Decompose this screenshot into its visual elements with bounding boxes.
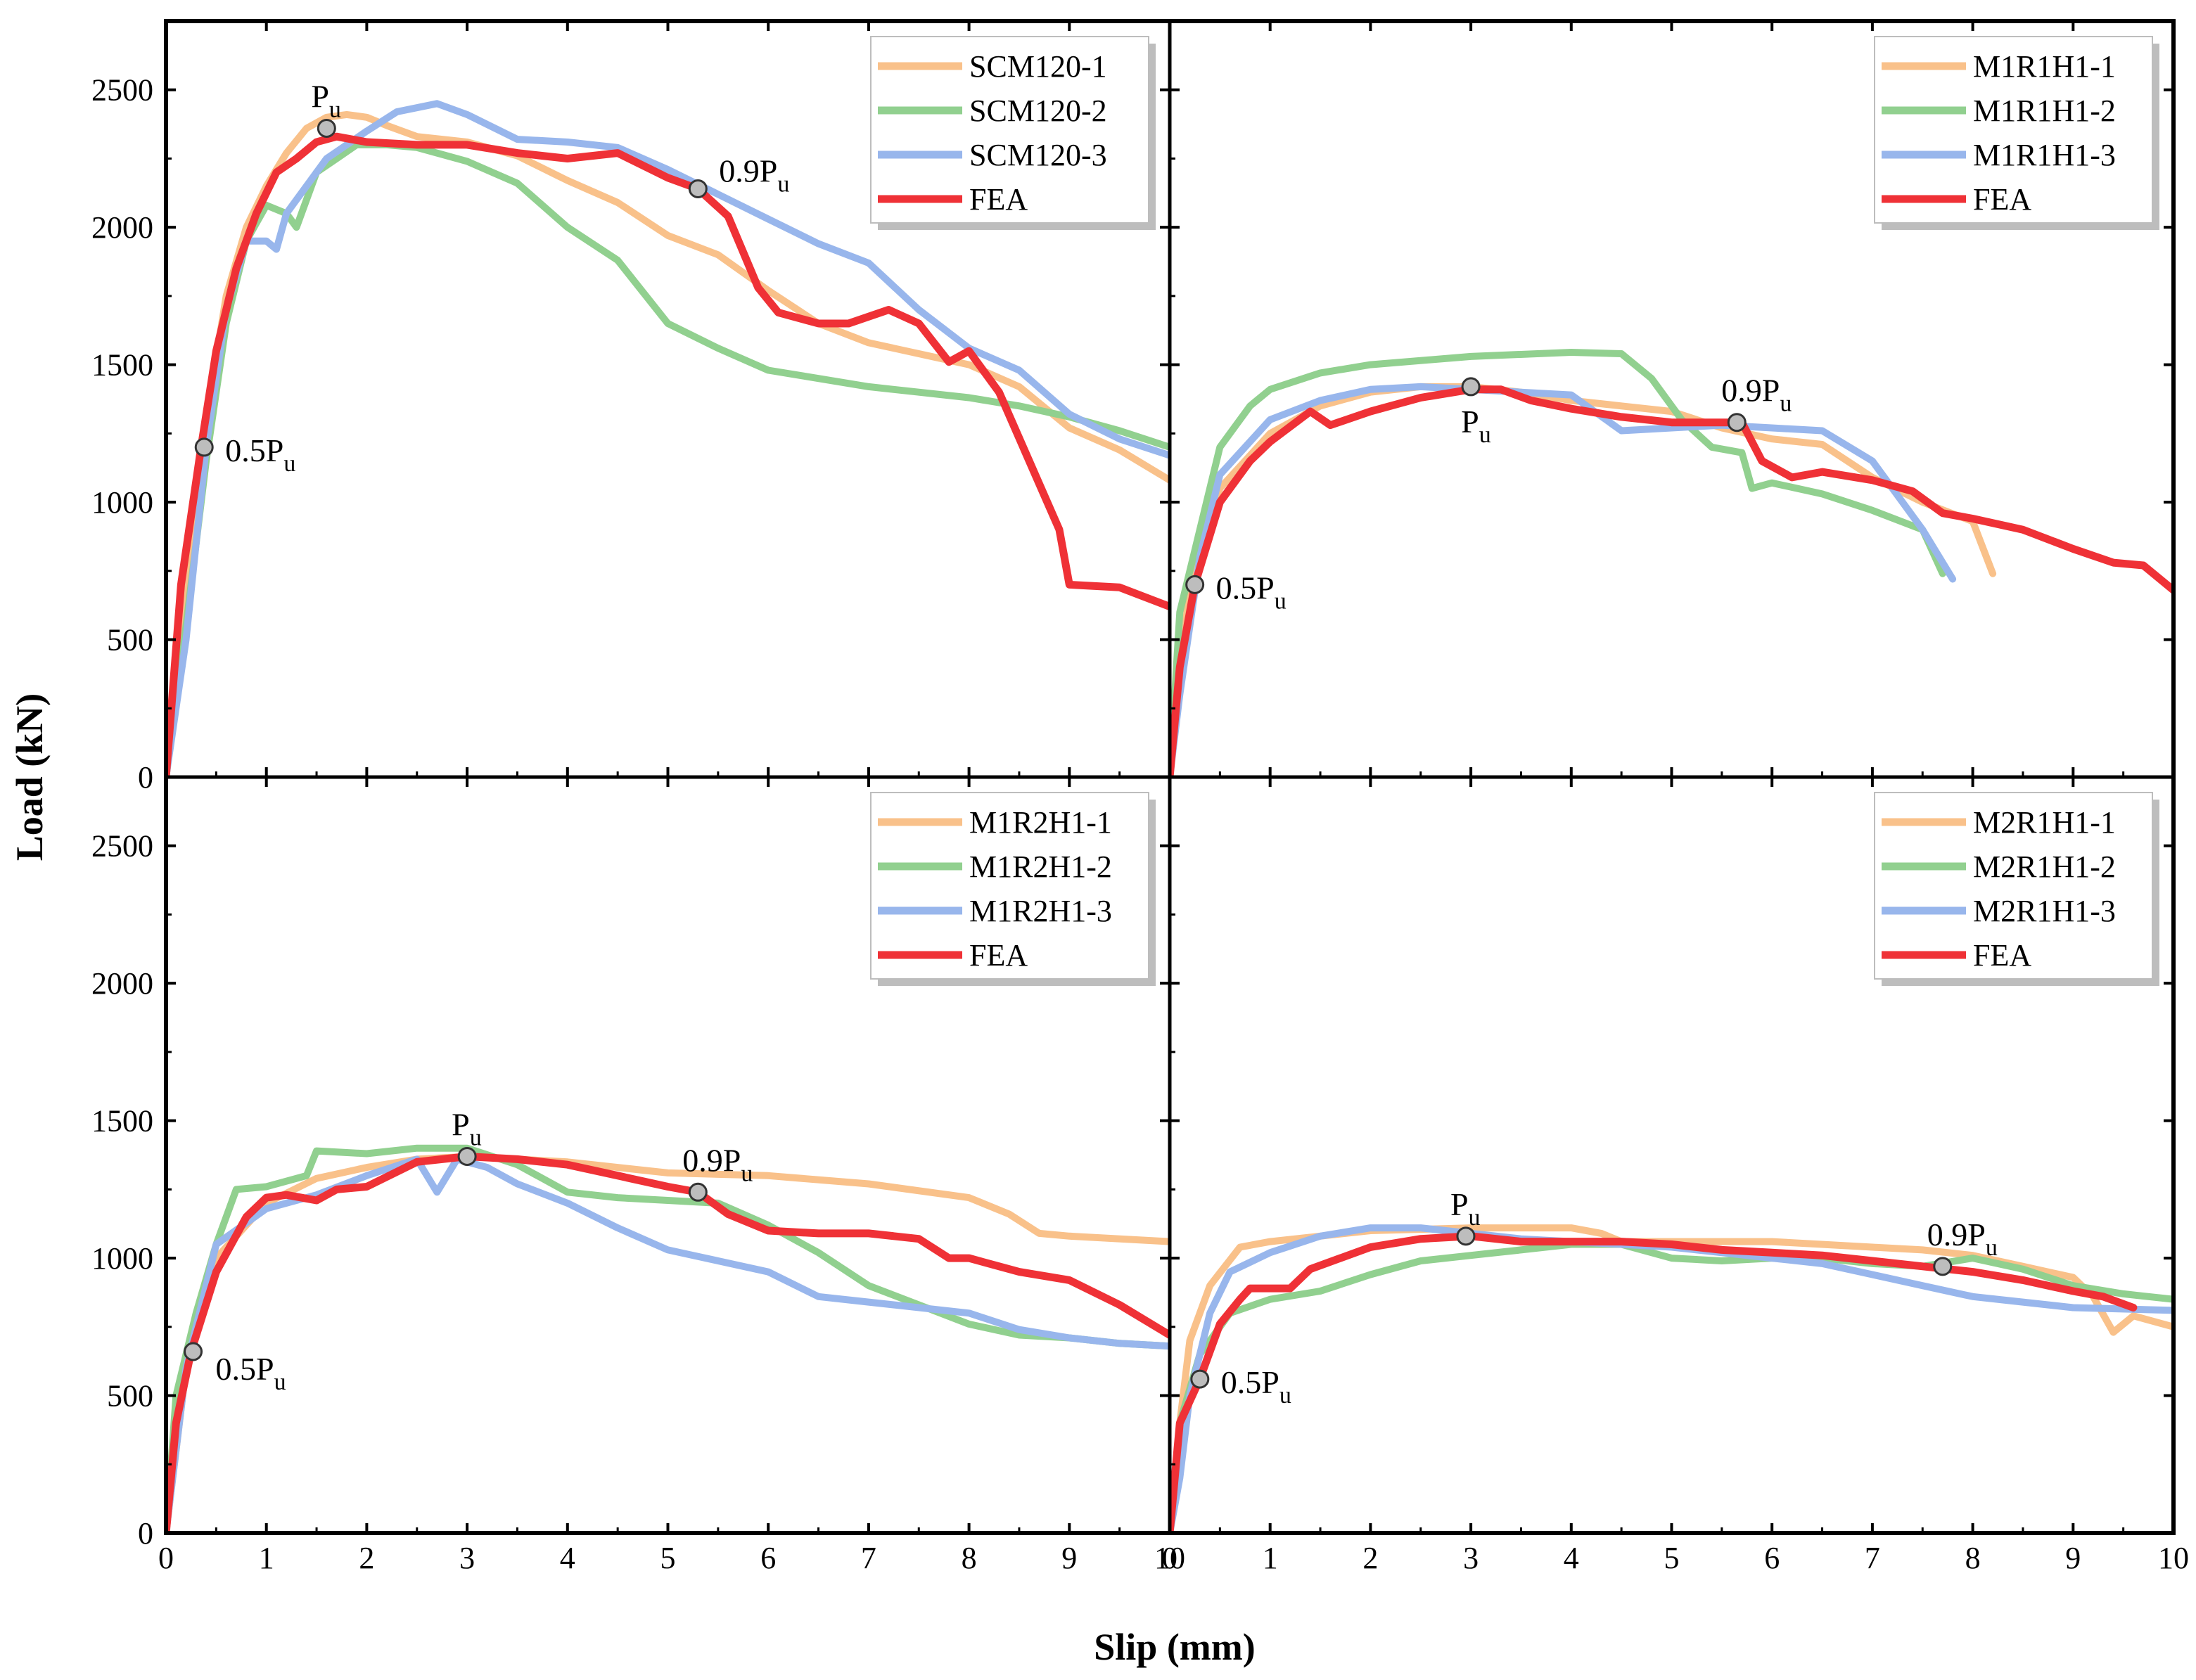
- x-tick-label: 2: [1362, 1541, 1378, 1575]
- series-group: [1170, 349, 2173, 777]
- x-tick-label: 1: [259, 1541, 274, 1575]
- legend-label: M1R1H1-2: [1973, 94, 2116, 128]
- y-tick-label: 2500: [91, 829, 153, 864]
- annotation-marker: [688, 179, 708, 198]
- x-tick-label: 7: [861, 1541, 876, 1575]
- legend-label: M2R1H1-2: [1973, 849, 2116, 884]
- y-tick-label: 0: [138, 1516, 153, 1551]
- x-tick-label: 0: [1162, 1541, 1177, 1575]
- annotation-label: 0.9Pu: [682, 1142, 753, 1186]
- series-line-fea: [166, 132, 1170, 777]
- legend-label: SCM120-1: [969, 49, 1107, 84]
- annotation-marker: [1185, 575, 1205, 594]
- x-tick-label: 6: [1764, 1541, 1780, 1575]
- x-tick-label: 1: [1263, 1541, 1278, 1575]
- x-tick-label: 2: [359, 1541, 374, 1575]
- annotation-marker: [1461, 377, 1481, 397]
- x-tick-label: 6: [760, 1541, 776, 1575]
- y-tick-label: 1500: [91, 348, 153, 383]
- annotation-label: 0.9Pu: [719, 153, 789, 197]
- annotation-marker: [1456, 1226, 1476, 1246]
- legend: M1R2H1-1 M1R2H1-2 M1R2H1-3 FEA: [870, 792, 1156, 986]
- legend-label: M1R1H1-1: [1973, 49, 2116, 84]
- y-tick-label: 1500: [91, 1104, 153, 1139]
- annotation-label: 0.9Pu: [1721, 373, 1792, 417]
- x-tick-label: 8: [962, 1541, 977, 1575]
- chart-panel-top-left: 0 500 1000 1500 2000 2500 Pu 0.9Pu 0.5Pu SCM120-1…: [91, 20, 1171, 795]
- x-tick-label: 4: [1564, 1541, 1579, 1575]
- x-tick-label: 3: [459, 1541, 475, 1575]
- annotation-label: 0.5Pu: [1216, 570, 1287, 614]
- legend-label: SCM120-2: [969, 94, 1107, 128]
- legend-label: FEA: [969, 182, 1028, 217]
- annotation-marker: [688, 1182, 708, 1202]
- y-tick-label: 500: [107, 623, 153, 658]
- annotation-marker: [1727, 413, 1747, 432]
- y-tick-label: 1000: [91, 1241, 153, 1276]
- x-tick-label: 4: [560, 1541, 575, 1575]
- annotation-label: Pu: [452, 1106, 482, 1150]
- annotation-marker: [317, 118, 336, 138]
- series-line-m1r2h1-2: [166, 1144, 1170, 1533]
- series-line-m1r1h1-3: [1170, 383, 1957, 777]
- series-group: [166, 1144, 1170, 1533]
- series-group: [1170, 1224, 2173, 1533]
- legend-label: FEA: [1973, 182, 2031, 217]
- series-line-fea: [1170, 1232, 2138, 1533]
- x-tick-label: 9: [2065, 1541, 2081, 1575]
- x-tick-label: 3: [1463, 1541, 1479, 1575]
- legend-label: FEA: [1973, 938, 2031, 973]
- x-tick-label: 9: [1061, 1541, 1077, 1575]
- annotation-marker: [1190, 1369, 1210, 1389]
- legend-label: M2R1H1-1: [1973, 805, 2116, 840]
- legend-label: M2R1H1-3: [1973, 894, 2116, 928]
- y-axis-title: Load (kN): [8, 693, 51, 861]
- x-axis-title: Slip (mm): [1094, 1626, 1256, 1668]
- y-tick-label: 500: [107, 1379, 153, 1413]
- x-tick-label: 0: [158, 1541, 174, 1575]
- y-tick-label: 1000: [91, 485, 153, 520]
- annotation-label: 0.5Pu: [216, 1351, 286, 1395]
- series-line-m1r1h1-2: [1170, 349, 1946, 777]
- y-tick-label: 0: [138, 760, 153, 795]
- series-line-fea: [166, 1153, 1170, 1533]
- legend-label: M1R2H1-2: [969, 849, 1112, 884]
- x-tick-label: 5: [660, 1541, 676, 1575]
- y-tick-label: 2000: [91, 210, 153, 245]
- annotation-label: 0.5Pu: [1221, 1364, 1291, 1409]
- annotation-label: 0.5Pu: [225, 432, 295, 477]
- annotation-marker: [1933, 1257, 1953, 1276]
- legend-label: FEA: [969, 938, 1028, 973]
- annotation-marker: [184, 1342, 203, 1361]
- series-line-scm120-3: [166, 100, 1170, 777]
- legend-label: M1R1H1-3: [1973, 138, 2116, 172]
- annotation-label: Pu: [1461, 404, 1491, 448]
- y-tick-label: 2000: [91, 966, 153, 1001]
- legend-box: [870, 36, 1149, 224]
- annotation-marker: [457, 1146, 477, 1166]
- annotation-marker: [194, 437, 214, 457]
- legend-label: SCM120-3: [969, 138, 1107, 172]
- y-tick-label: 2500: [91, 73, 153, 108]
- legend-label: M1R2H1-1: [969, 805, 1112, 840]
- series-group: [166, 100, 1170, 777]
- legend-label: M1R2H1-3: [969, 894, 1112, 928]
- annotation-label: 0.9Pu: [1927, 1217, 1998, 1261]
- chart-panel-top-right: Pu 0.9Pu 0.5Pu M1R1H1-1 M1R1H1-2 M1R1H1-3 FEA: [1168, 20, 2175, 778]
- figure-frame: [164, 19, 2176, 1535]
- chart-panel-bottom-right: 0 1 2 3 4 5 6 7 8 9 10 Pu 0.9Pu 0.5Pu M2R1H1-1 M2R1H1-2…: [1162, 776, 2189, 1575]
- annotation-label: Pu: [311, 78, 341, 122]
- legend: SCM120-1 SCM120-2 SCM120-3 FEA: [870, 36, 1156, 230]
- x-tick-label: 10: [1154, 1541, 1185, 1575]
- legend: M2R1H1-1 M2R1H1-2 M2R1H1-3 FEA: [1874, 792, 2159, 986]
- x-tick-label: 8: [1965, 1541, 1981, 1575]
- annotation-label: Pu: [1450, 1186, 1481, 1231]
- x-tick-label: 10: [2158, 1541, 2189, 1575]
- legend: M1R1H1-1 M1R1H1-2 M1R1H1-3 FEA: [1874, 36, 2159, 230]
- x-tick-label: 5: [1664, 1541, 1680, 1575]
- x-tick-label: 7: [1865, 1541, 1880, 1575]
- series-line-fea: [1170, 385, 2173, 777]
